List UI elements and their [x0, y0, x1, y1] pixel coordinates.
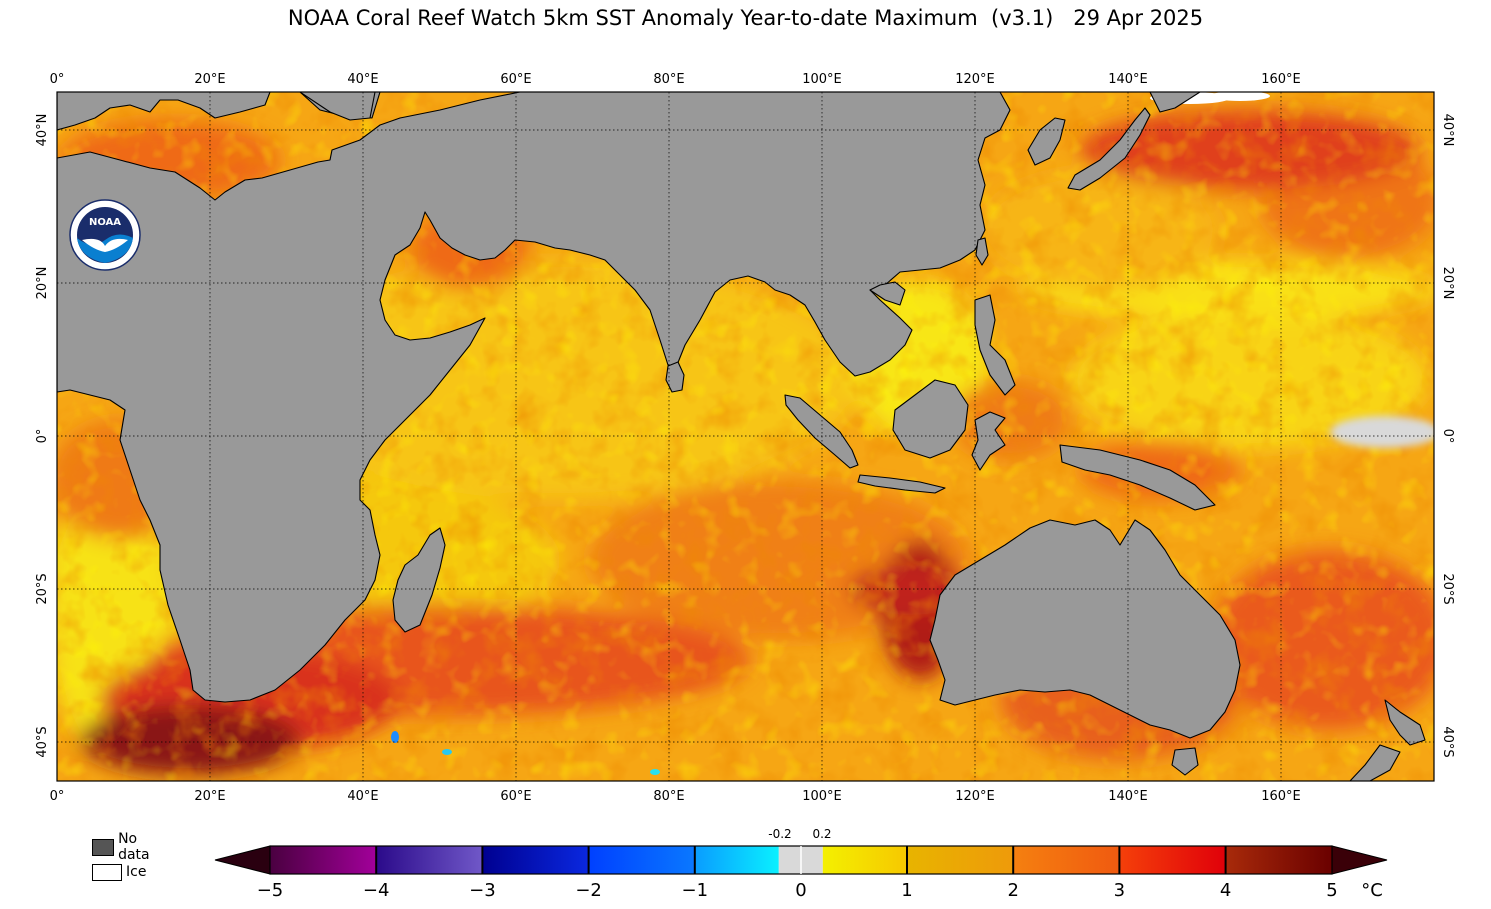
no-data-label: No data — [118, 831, 150, 863]
lon-label: 100°E — [802, 789, 842, 804]
lat-label: 0° — [1440, 429, 1455, 444]
colorbar-segment — [270, 846, 377, 874]
colorbar-segment — [588, 846, 695, 874]
colorbar-neutral-segment — [778, 846, 823, 874]
colorbar-tick: 3 — [1114, 880, 1125, 901]
colorbar-tick: −4 — [363, 880, 390, 901]
lon-label: 0° — [50, 789, 65, 804]
colorbar-tick: −5 — [257, 880, 284, 901]
lon-label: 80°E — [653, 72, 684, 87]
colorbar-tick: −3 — [469, 880, 496, 901]
colorbar-tick: −2 — [575, 880, 602, 901]
lon-label: 160°E — [1261, 789, 1301, 804]
lon-label: 120°E — [955, 72, 995, 87]
lat-label: 20°N — [1440, 267, 1455, 300]
colorbar-segment — [822, 846, 907, 874]
lat-label: 40°N — [35, 114, 50, 147]
colorbar-tick: 5 — [1326, 880, 1337, 901]
landmass — [57, 92, 1426, 781]
lat-label: 0° — [35, 429, 50, 444]
colorbar-tick: 4 — [1220, 880, 1231, 901]
lat-label: 40°S — [35, 726, 50, 757]
colorbar-tick: 0 — [795, 880, 806, 901]
legend-ice: Ice — [92, 863, 146, 881]
noaa-logo: NOAA — [69, 199, 141, 271]
lon-label: 120°E — [955, 789, 995, 804]
colorbar-segment — [1013, 846, 1120, 874]
colorbar-tick: −1 — [682, 880, 709, 901]
lon-label: 40°E — [347, 72, 378, 87]
colorbar-tick: 2 — [1007, 880, 1018, 901]
lat-label: 40°N — [1440, 114, 1455, 147]
colorbar-segment — [1119, 846, 1226, 874]
lat-labels-right: 40°N 20°N 0° 20°S 40°S — [1440, 114, 1455, 758]
lon-label: 140°E — [1108, 789, 1148, 804]
ice-label: Ice — [126, 864, 147, 880]
lon-label: 60°E — [500, 72, 531, 87]
map-title: NOAA Coral Reef Watch 5km SST Anomaly Ye… — [287, 6, 1204, 30]
lon-label: 40°E — [347, 789, 378, 804]
colorbar-max-extension — [1331, 845, 1388, 875]
lon-label: 20°E — [194, 72, 225, 87]
legend-no-data: No data — [92, 831, 158, 863]
lon-label: 160°E — [1261, 72, 1301, 87]
colorbar-unit: °C — [1361, 880, 1383, 901]
lon-label: 60°E — [500, 789, 531, 804]
lat-label: 40°S — [1440, 726, 1455, 757]
lon-label: 20°E — [194, 789, 225, 804]
colorbar-segment — [376, 846, 483, 874]
lat-label: 20°S — [35, 573, 50, 604]
neutral-anomaly-patch — [1330, 416, 1434, 448]
logo-text: NOAA — [89, 217, 121, 228]
no-data-swatch — [92, 838, 115, 856]
ice-swatch — [92, 863, 122, 881]
colorbar-min-extension — [214, 845, 271, 875]
lon-labels-top: 0° 20°E 40°E 60°E 80°E 100°E 120°E 140°E… — [50, 72, 1301, 87]
lat-label: 20°N — [35, 267, 50, 300]
colorbar-segment — [1225, 846, 1332, 874]
map-frame — [56, 91, 1435, 782]
colorbar-segment — [694, 846, 779, 874]
sst-anomaly-map: NOAA 0° 20°E 40°E 60°E 80°E 100°E 120°E … — [35, 72, 1455, 804]
colorbar-segment — [907, 846, 1014, 874]
lat-labels-left: 40°N 20°N 0° 20°S 40°S — [35, 114, 50, 758]
lon-label: 100°E — [802, 72, 842, 87]
lat-label: 20°S — [1440, 573, 1455, 604]
lon-label: 80°E — [653, 789, 684, 804]
graticule — [57, 92, 1434, 781]
lon-label: 0° — [50, 72, 65, 87]
lon-labels-bottom: 0° 20°E 40°E 60°E 80°E 100°E 120°E 140°E… — [50, 789, 1301, 804]
colorbar-segment — [482, 846, 589, 874]
colorbar-tick: 1 — [901, 880, 912, 901]
lon-label: 140°E — [1108, 72, 1148, 87]
